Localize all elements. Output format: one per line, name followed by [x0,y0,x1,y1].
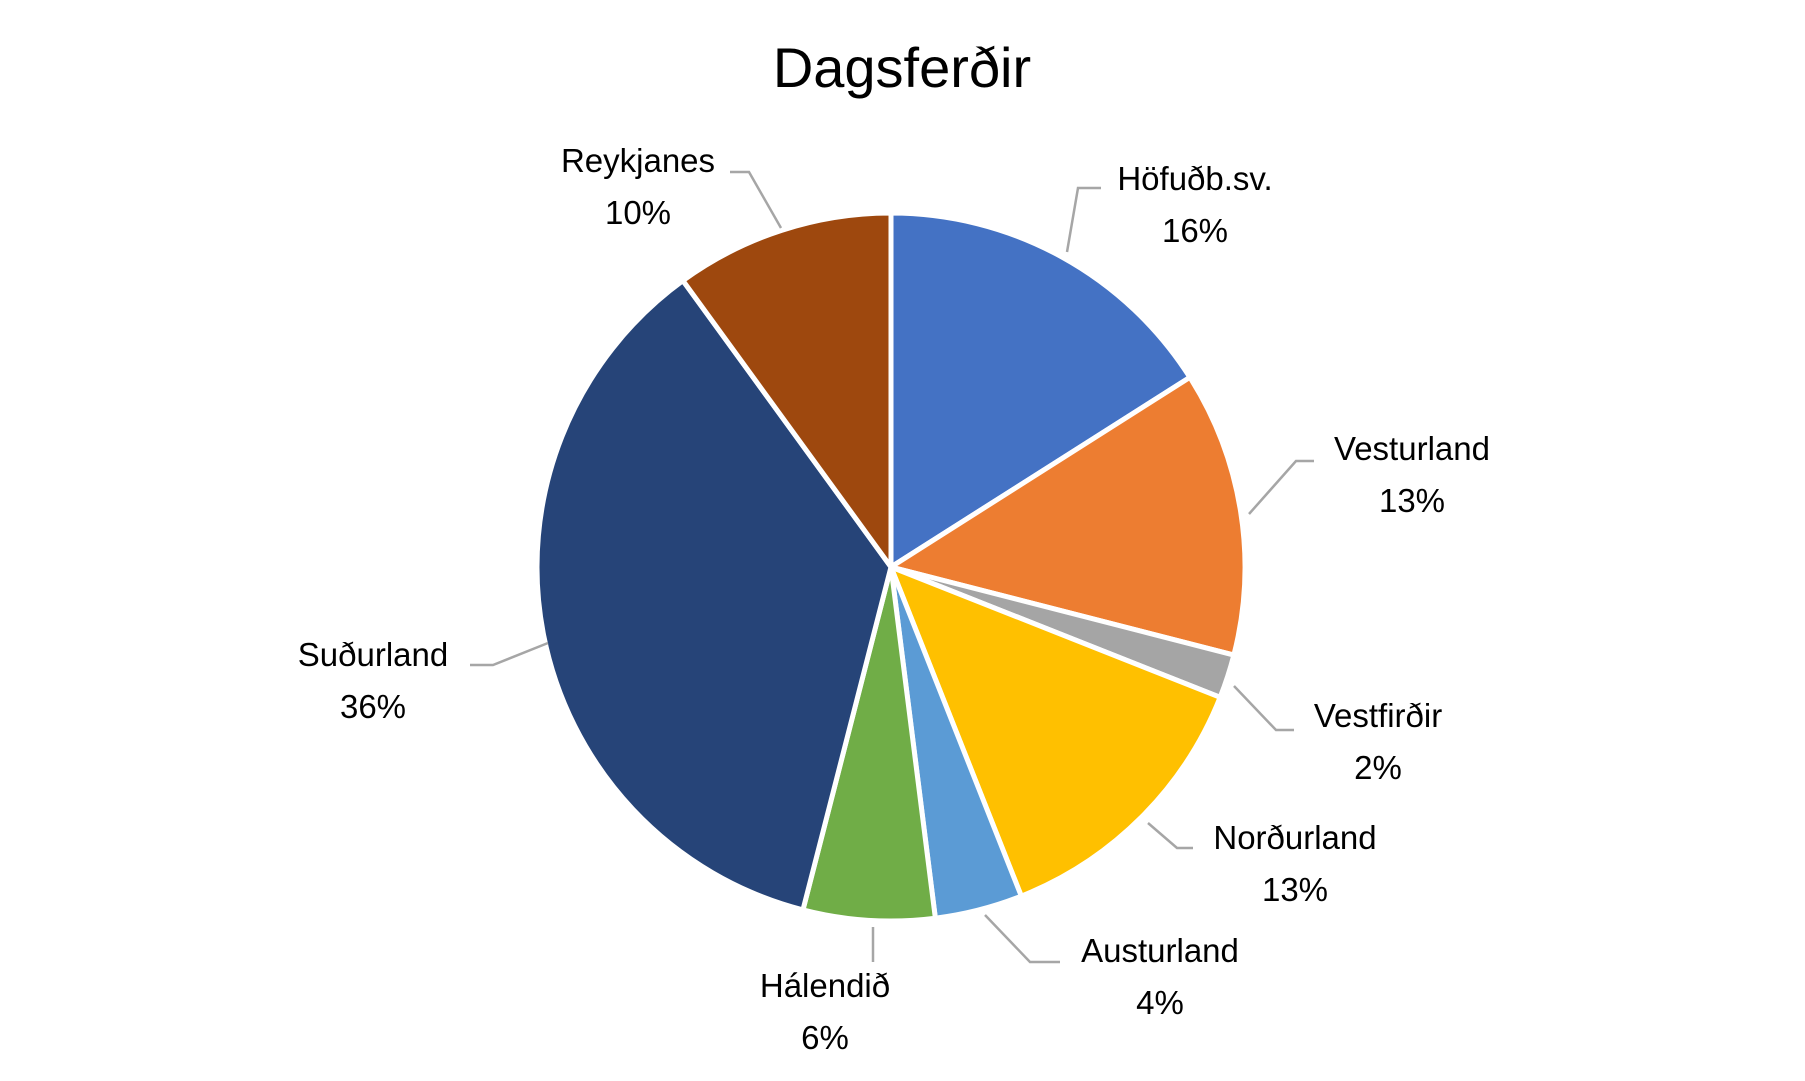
leader-line-austurland [984,914,1060,964]
slice-label-vestfirdir: Vestfirðir [1314,697,1442,734]
slice-label-reykjanes: Reykjanes [561,142,715,179]
slice-percent-sudurland: 36% [340,688,406,725]
leader-line-vesturland [1248,459,1314,515]
chart-title: Dagsferðir [773,36,1031,99]
pie-slice-vesturland [888,374,1248,658]
leader-line-reykjanes [730,170,783,229]
slice-label-sudurland: Suðurland [298,636,448,673]
slice-label-halendid: Hálendið [760,967,890,1004]
leader-lines [470,170,1314,964]
leader-line-vestfirdir [1233,685,1294,732]
leader-line-sudurland [470,641,549,667]
leader-line-nordurland [1147,822,1193,850]
slice-label-austurland: Austurland [1081,932,1239,969]
leader-line-hofudb-sv [1065,186,1101,253]
pie-slice-hofudb-sv [888,210,1193,570]
pie-slice-nordurland [888,564,1223,899]
slice-percent-hofudb-sv: 16% [1162,212,1228,249]
slice-percent-austurland: 4% [1136,984,1184,1021]
slice-label-vesturland: Vesturland [1334,430,1490,467]
pie-slice-sudurland [534,278,894,913]
slice-label-hofudb-sv: Höfuðb.sv. [1117,160,1272,197]
slice-percent-reykjanes: 10% [605,194,671,231]
pie-slices [534,210,1248,924]
slice-percent-halendid: 6% [801,1019,849,1056]
pie-slice-halendid [800,564,938,924]
pie-slice-reykjanes [680,210,894,570]
slice-labels: Höfuðb.sv. 16% Vesturland 13% Vestfirðir 2% No… [298,142,1490,1056]
slice-percent-vesturland: 13% [1379,482,1445,519]
slice-percent-vestfirdir: 2% [1354,749,1402,786]
slice-percent-nordurland: 13% [1262,871,1328,908]
slice-label-nordurland: Norðurland [1213,819,1376,856]
